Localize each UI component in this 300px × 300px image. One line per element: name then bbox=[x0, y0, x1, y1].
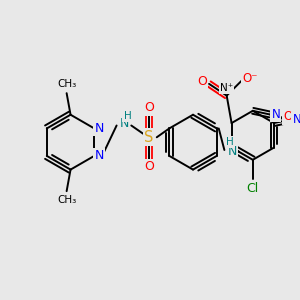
Text: H: H bbox=[226, 137, 234, 147]
Text: N: N bbox=[120, 117, 129, 130]
Text: O: O bbox=[144, 160, 154, 173]
Text: O: O bbox=[144, 101, 154, 114]
Text: O⁻: O⁻ bbox=[242, 73, 258, 85]
Text: H: H bbox=[124, 111, 131, 121]
Text: S: S bbox=[144, 130, 154, 145]
Text: Cl: Cl bbox=[247, 182, 259, 195]
Text: CH₃: CH₃ bbox=[57, 195, 76, 205]
Text: N: N bbox=[293, 113, 300, 126]
Text: O: O bbox=[197, 75, 207, 88]
Text: N: N bbox=[272, 108, 280, 121]
Text: N: N bbox=[94, 122, 104, 135]
Text: O: O bbox=[283, 110, 292, 123]
Text: CH₃: CH₃ bbox=[57, 80, 76, 89]
Text: N: N bbox=[227, 146, 237, 158]
Text: N: N bbox=[94, 149, 104, 162]
Text: N⁺: N⁺ bbox=[220, 83, 233, 93]
